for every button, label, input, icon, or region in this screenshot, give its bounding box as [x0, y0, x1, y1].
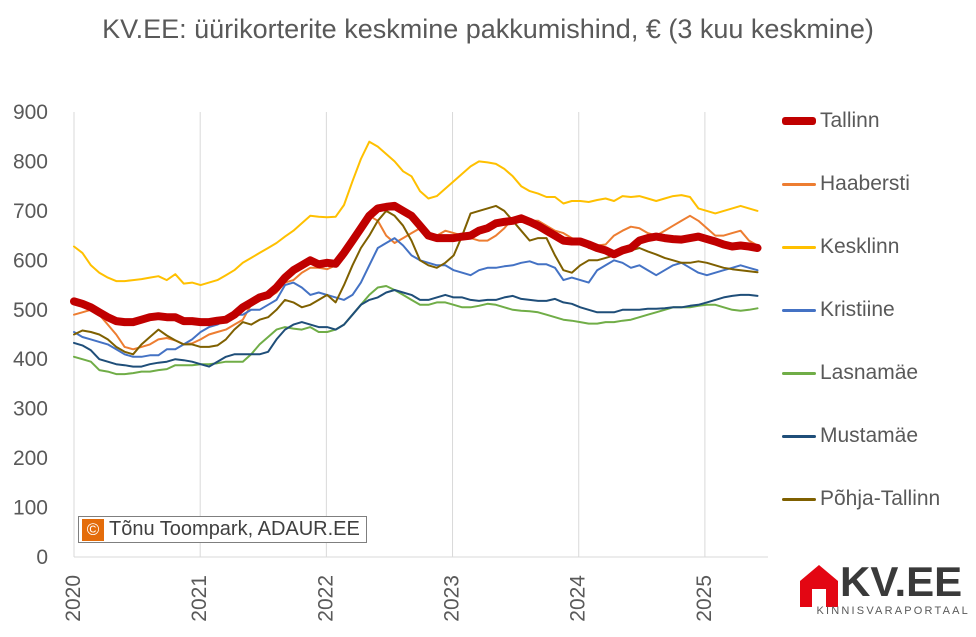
y-tick-label: 0: [36, 546, 48, 569]
legend-item: Kesklinn: [782, 230, 899, 264]
legend-swatch: [782, 182, 816, 186]
legend-label: Haabersti: [820, 172, 910, 195]
y-tick-label: 100: [13, 497, 48, 520]
legend-item: Mustamäe: [782, 419, 918, 453]
legend-swatch: [782, 117, 816, 125]
y-tick-label: 400: [13, 348, 48, 371]
x-tick-label: 2022: [314, 575, 337, 622]
chart-title: KV.EE: üürikorterite keskmine pakkumishi…: [102, 14, 874, 44]
y-tick-label: 600: [13, 249, 48, 272]
series-lines: [70, 140, 762, 376]
tick-labels: 0 100 200 300 400 500 600 700 800 900 2020 2021 2022…: [13, 101, 716, 622]
series-line-p-hja-tallinn: [73, 204, 759, 356]
series-line-mustam-e: [73, 289, 759, 368]
x-tick-label: 2020: [62, 575, 85, 622]
y-tick-label: 800: [13, 150, 48, 173]
legend-label: Kristiine: [820, 298, 895, 321]
house-icon: [800, 565, 838, 607]
copyright-badge: © Tõnu Toompark, ADAUR.EE: [78, 516, 367, 543]
legend-swatch: [782, 371, 816, 375]
y-tick-label: 200: [13, 447, 48, 470]
legend-item: Tallinn: [782, 104, 880, 138]
legend-item: Kristiine: [782, 293, 895, 327]
series-line-kristiine: [73, 237, 759, 358]
copyright-icon: ©: [82, 518, 104, 541]
legend-label: Kesklinn: [820, 235, 900, 258]
x-tick-label: 2024: [567, 575, 590, 622]
x-tick-label: 2021: [188, 575, 211, 622]
brand-name: KV.EE: [840, 558, 963, 605]
legend-label: Tallinn: [820, 109, 880, 132]
series-line-kesklinn: [73, 140, 759, 287]
legend-label: Mustamäe: [820, 424, 919, 447]
x-tick-label: 2025: [693, 575, 716, 622]
x-tick-label: 2023: [441, 575, 464, 622]
legend-item: Haabersti: [782, 167, 910, 201]
series-line-lasnam-e: [73, 285, 759, 376]
legend-label: Põhja-Tallinn: [820, 487, 941, 510]
legend-swatch: [782, 497, 816, 501]
legend-swatch: [782, 434, 816, 438]
y-tick-label: 700: [13, 200, 48, 223]
y-tick-label: 500: [13, 299, 48, 322]
y-tick-label: 900: [13, 101, 48, 124]
y-tick-label: 300: [13, 398, 48, 421]
legend-item: Põhja-Tallinn: [782, 482, 940, 516]
legend-label: Lasnamäe: [820, 361, 919, 384]
kv-ee-logo[interactable]: KV.EE KINNISVARAPORTAAL: [798, 558, 970, 629]
legend-item: Lasnamäe: [782, 356, 918, 390]
series-line-tallinn: [70, 201, 762, 327]
legend-swatch: [782, 308, 816, 312]
legend-swatch: [782, 245, 816, 249]
brand-tagline: KINNISVARAPORTAAL: [816, 605, 970, 617]
gridlines: [73, 112, 706, 557]
copyright-text: Tõnu Toompark, ADAUR.EE: [109, 518, 360, 540]
